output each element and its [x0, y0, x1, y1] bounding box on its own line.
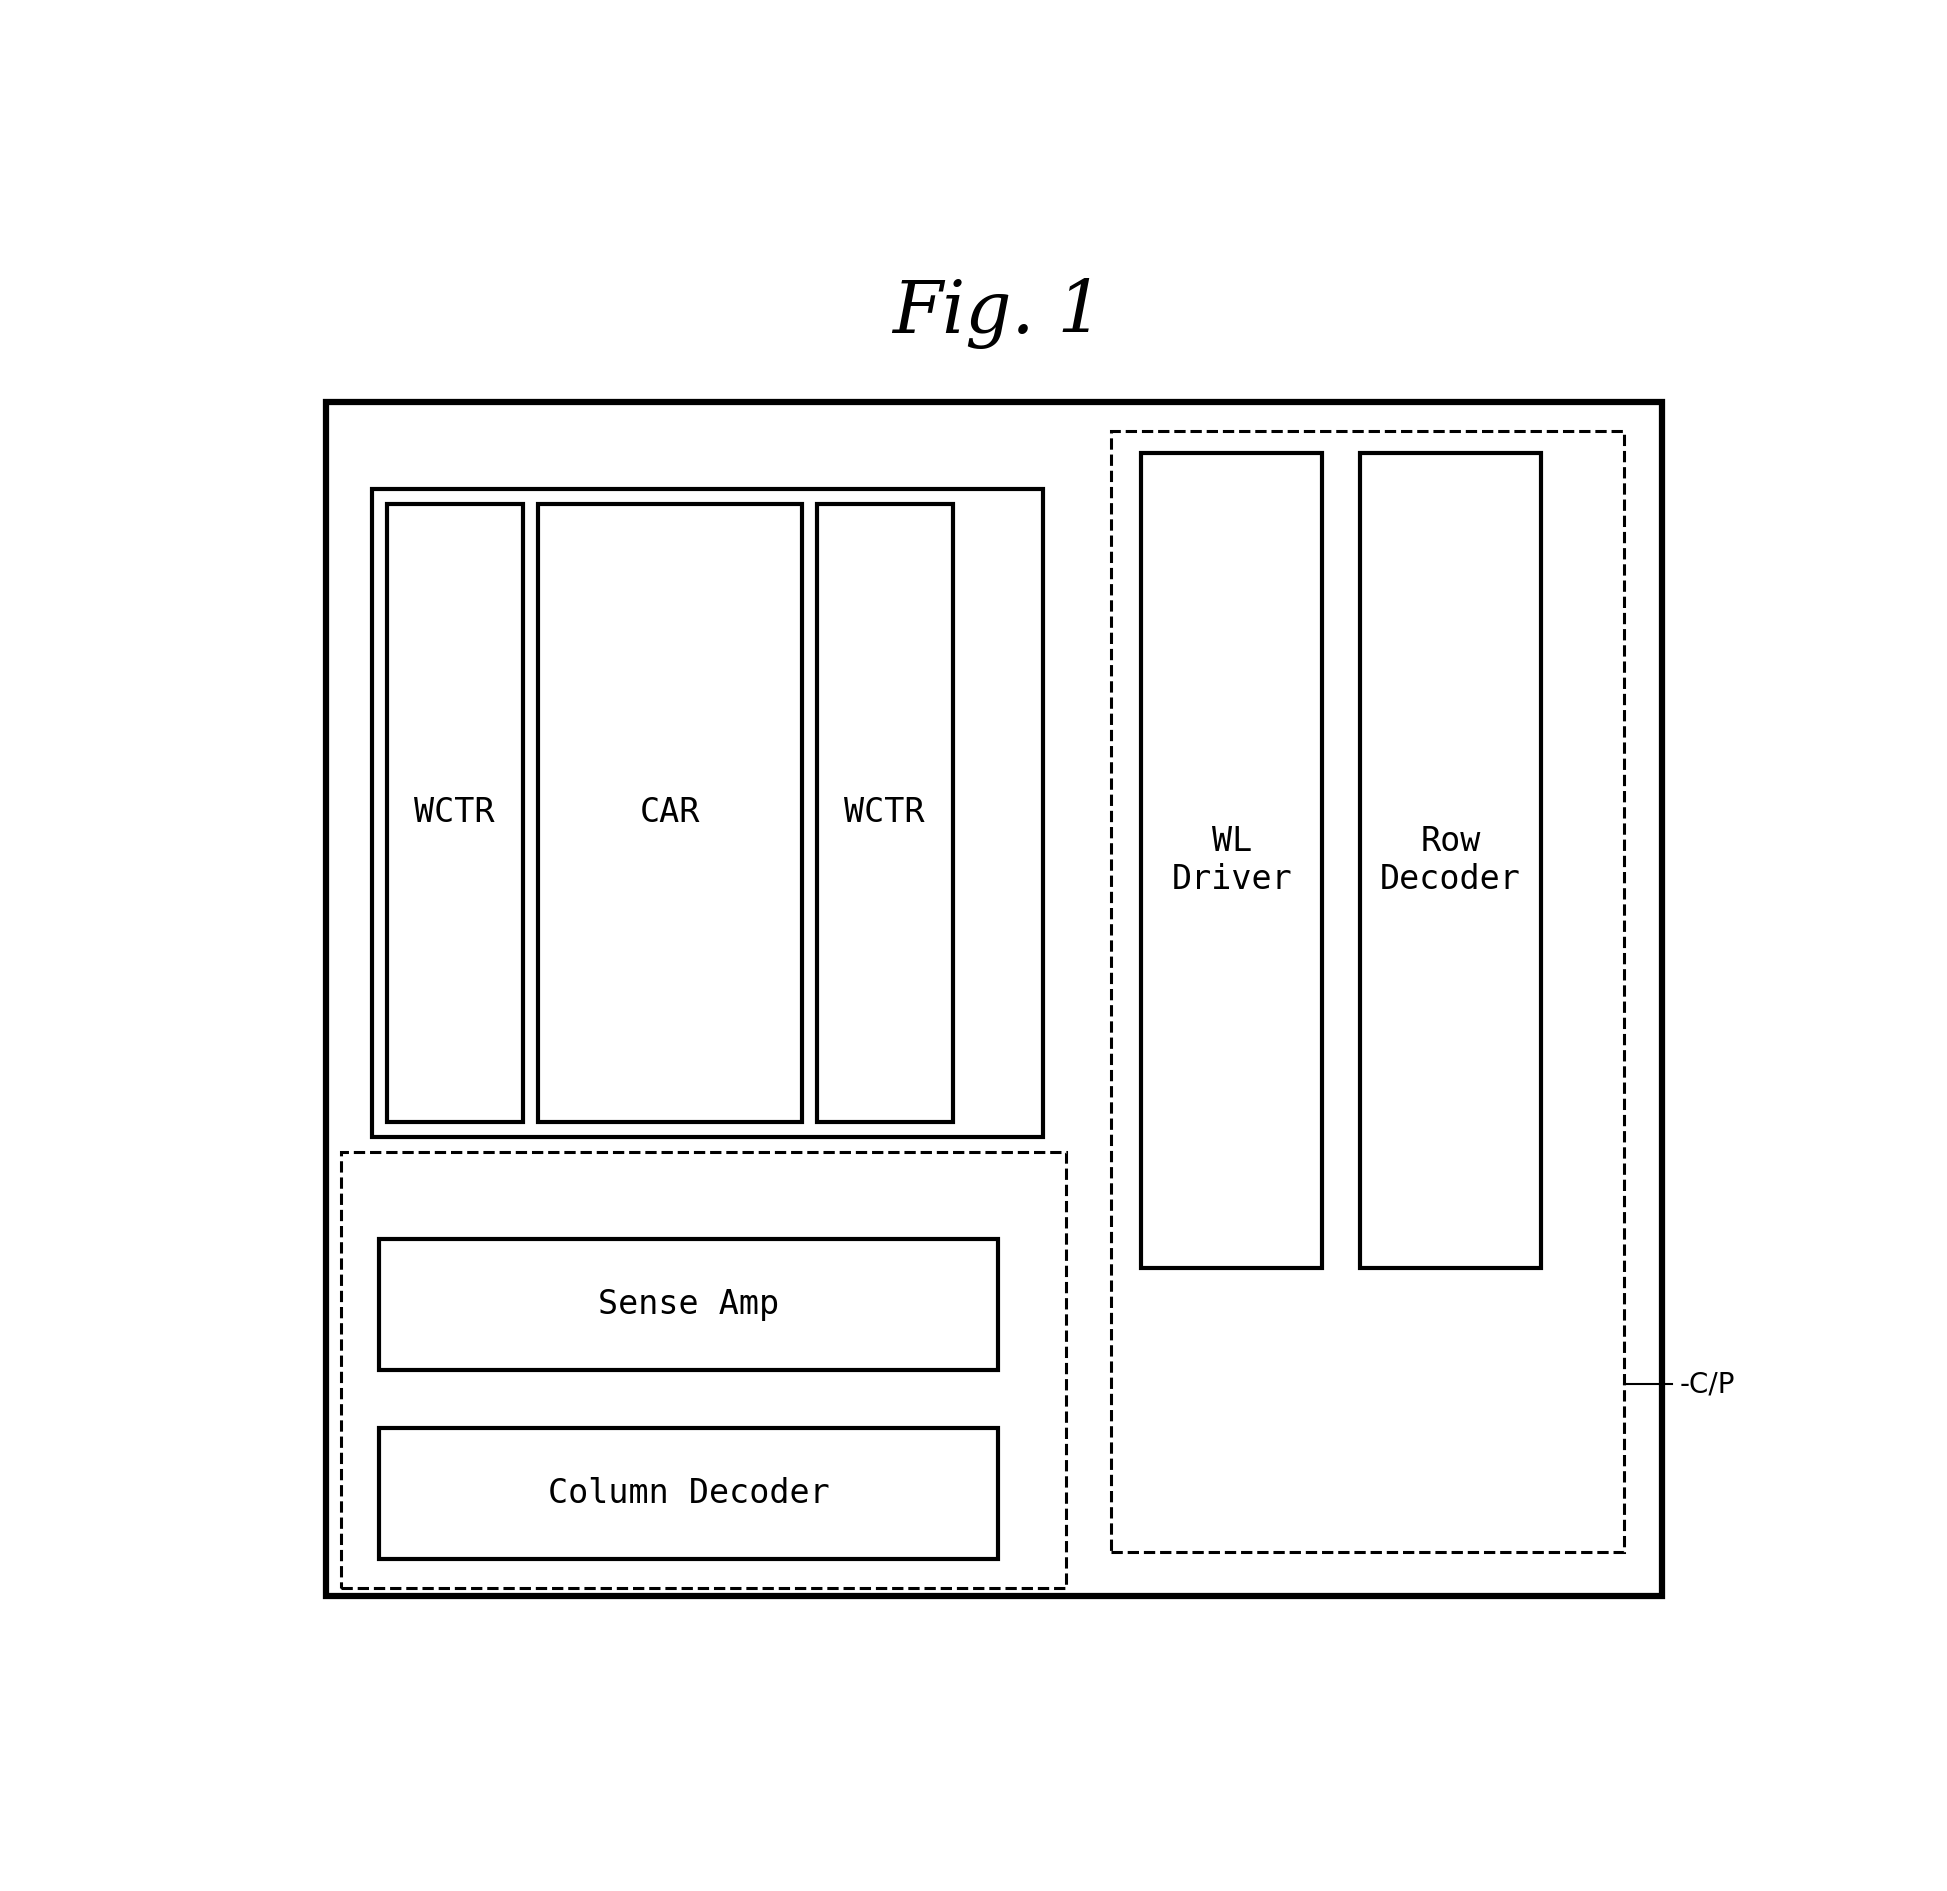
Text: Row
Decoder: Row Decoder [1380, 824, 1521, 896]
Bar [372, 490, 1044, 1136]
Bar [341, 1152, 1065, 1588]
Text: Column Decoder: Column Decoder [547, 1477, 829, 1511]
Bar [327, 401, 1663, 1596]
Bar [380, 1239, 999, 1369]
Text: WL
Driver: WL Driver [1172, 824, 1293, 896]
Bar [537, 503, 802, 1123]
Text: WCTR: WCTR [415, 796, 495, 830]
Text: WCTR: WCTR [845, 796, 925, 830]
Text: CAR: CAR [639, 796, 699, 830]
Bar [1112, 431, 1624, 1553]
Bar [380, 1428, 999, 1560]
Bar [818, 503, 952, 1123]
Text: Sense Amp: Sense Amp [598, 1288, 779, 1322]
Bar [1359, 452, 1542, 1269]
Text: Fig. 1: Fig. 1 [892, 278, 1104, 348]
Bar [387, 503, 522, 1123]
Text: -C/P: -C/P [1680, 1371, 1735, 1399]
Bar [1141, 452, 1322, 1269]
